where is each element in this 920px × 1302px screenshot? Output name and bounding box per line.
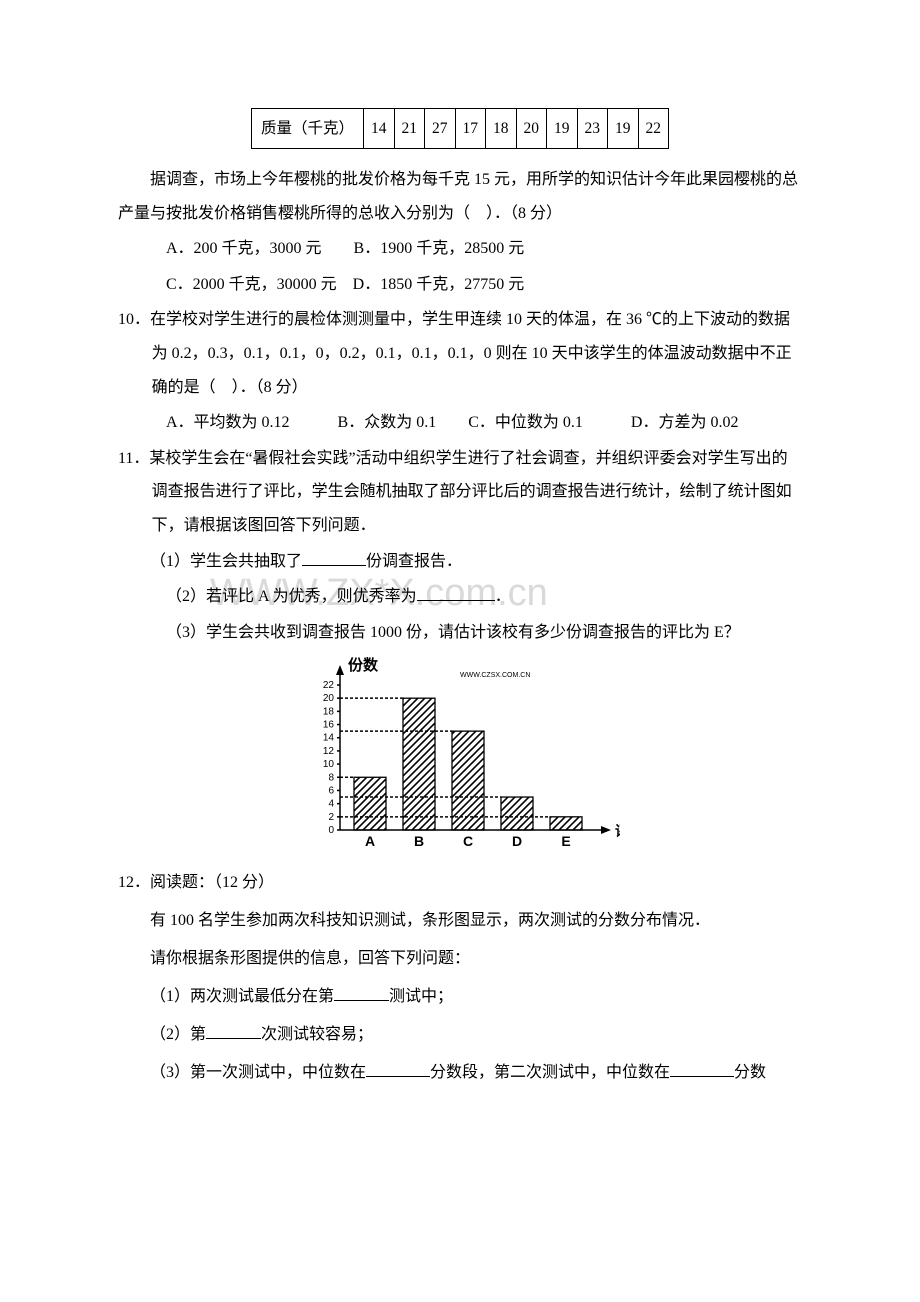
q11-sub1: （1）学生会共抽取了 份调查报告． bbox=[118, 545, 802, 579]
svg-text:14: 14 bbox=[323, 733, 335, 744]
q11-sub1-pre: （1）学生会共抽取了 bbox=[150, 553, 302, 570]
table-cell: 22 bbox=[638, 109, 669, 149]
q12-sub2-pre: （2）第 bbox=[150, 1026, 206, 1043]
q11-sub2: （2）若评比 A 为优秀，则优秀率为 ． bbox=[118, 580, 802, 614]
svg-text:E: E bbox=[561, 833, 570, 849]
svg-text:10: 10 bbox=[323, 759, 335, 770]
svg-text:D: D bbox=[512, 833, 522, 849]
svg-text:20: 20 bbox=[323, 693, 335, 704]
table-cell: 18 bbox=[486, 109, 517, 149]
table-cell: 23 bbox=[577, 109, 608, 149]
q12-sub2-post: 次测试较容易； bbox=[261, 1026, 373, 1043]
q12-sub1: （1）两次测试最低分在第 测试中； bbox=[118, 979, 802, 1015]
q9-options-2: C．2000 千克，30000 元 D．1850 千克，27750 元 bbox=[118, 268, 802, 302]
q11-sub3: （3）学生会共收到调查报告 1000 份，请估计该校有多少份调查报告的评比为 E… bbox=[118, 616, 802, 650]
q12-sub2: （2）第 次测试较容易； bbox=[118, 1017, 802, 1053]
q12-sub3-mid: 分数段，第二次测试中，中位数在 bbox=[430, 1064, 670, 1081]
svg-text:0: 0 bbox=[328, 825, 334, 836]
q10-stem: 10．在学校对学生进行的晨检体测测量中，学生甲连续 10 天的体温，在 36 ℃… bbox=[118, 303, 802, 404]
table-cell: 14 bbox=[364, 109, 395, 149]
svg-text:22: 22 bbox=[323, 680, 335, 691]
blank-field bbox=[366, 1061, 430, 1077]
svg-text:2: 2 bbox=[328, 812, 334, 823]
svg-text:A: A bbox=[365, 833, 375, 849]
svg-text:B: B bbox=[414, 833, 424, 849]
q12-head: 12．阅读题：（12 分） bbox=[118, 865, 802, 900]
svg-text:18: 18 bbox=[323, 707, 335, 718]
q12-sub3-pre: （3）第一次测试中，中位数在 bbox=[150, 1064, 366, 1081]
q12-sub1-post: 测试中； bbox=[389, 988, 453, 1005]
table-cell: 19 bbox=[547, 109, 578, 149]
svg-text:16: 16 bbox=[323, 720, 335, 731]
table-cell: 21 bbox=[394, 109, 425, 149]
bar-chart-svg: 0 2 4 6 8 10 12 14 16 18 20 22 份数 WWW.CZSX.COM.CN A B C D… bbox=[300, 655, 620, 855]
blank-field bbox=[417, 585, 495, 601]
table-cell: 27 bbox=[425, 109, 456, 149]
blank-field bbox=[206, 1023, 261, 1039]
q9-table: 质量（千克） 14 21 27 17 18 20 19 23 19 22 bbox=[118, 108, 802, 149]
svg-text:份数: 份数 bbox=[348, 656, 379, 674]
table-cell: 17 bbox=[455, 109, 486, 149]
blank-field bbox=[302, 550, 366, 566]
blank-field bbox=[334, 985, 389, 1001]
table-cell: 20 bbox=[516, 109, 547, 149]
q9-intro: 据调查，市场上今年樱桃的批发价格为每千克 15 元，用所学的知识估计今年此果园樱… bbox=[118, 163, 802, 230]
svg-text:评比: 评比 bbox=[615, 823, 620, 839]
q11-sub2-post: ． bbox=[495, 588, 511, 605]
svg-text:4: 4 bbox=[328, 799, 334, 810]
q11-stem: 11．某校学生会在“暑假社会实践”活动中组织学生进行了社会调查，并组织评委会对学… bbox=[118, 442, 802, 543]
q12-line2: 请你根据条形图提供的信息，回答下列问题： bbox=[118, 941, 802, 977]
svg-text:WWW.CZSX.COM.CN: WWW.CZSX.COM.CN bbox=[460, 672, 530, 679]
q9-options-1: A．200 千克，3000 元 B．1900 千克，28500 元 bbox=[118, 232, 802, 266]
table-cell: 19 bbox=[608, 109, 639, 149]
q10-options: A．平均数为 0.12 B．众数为 0.1 C．中位数为 0.1 D．方差为 0… bbox=[118, 406, 802, 440]
q12-sub3-post: 分数 bbox=[734, 1064, 766, 1081]
table-header: 质量（千克） bbox=[251, 109, 363, 149]
svg-text:12: 12 bbox=[323, 746, 335, 757]
svg-text:6: 6 bbox=[328, 786, 334, 797]
q12-line1: 有 100 名学生参加两次科技知识测试，条形图显示，两次测试的分数分布情况． bbox=[118, 903, 802, 939]
q11-bar-chart: 0 2 4 6 8 10 12 14 16 18 20 22 份数 WWW.CZSX.COM.CN A B C D… bbox=[118, 655, 802, 855]
q12-sub3: （3）第一次测试中，中位数在 分数段，第二次测试中，中位数在 分数 bbox=[118, 1055, 802, 1091]
q12-sub1-pre: （1）两次测试最低分在第 bbox=[150, 988, 334, 1005]
q11-sub1-post: 份调查报告． bbox=[366, 553, 462, 570]
q11-sub2-pre: （2）若评比 A 为优秀，则优秀率为 bbox=[166, 588, 417, 605]
svg-text:8: 8 bbox=[328, 773, 334, 784]
blank-field bbox=[670, 1061, 734, 1077]
svg-text:C: C bbox=[463, 833, 473, 849]
